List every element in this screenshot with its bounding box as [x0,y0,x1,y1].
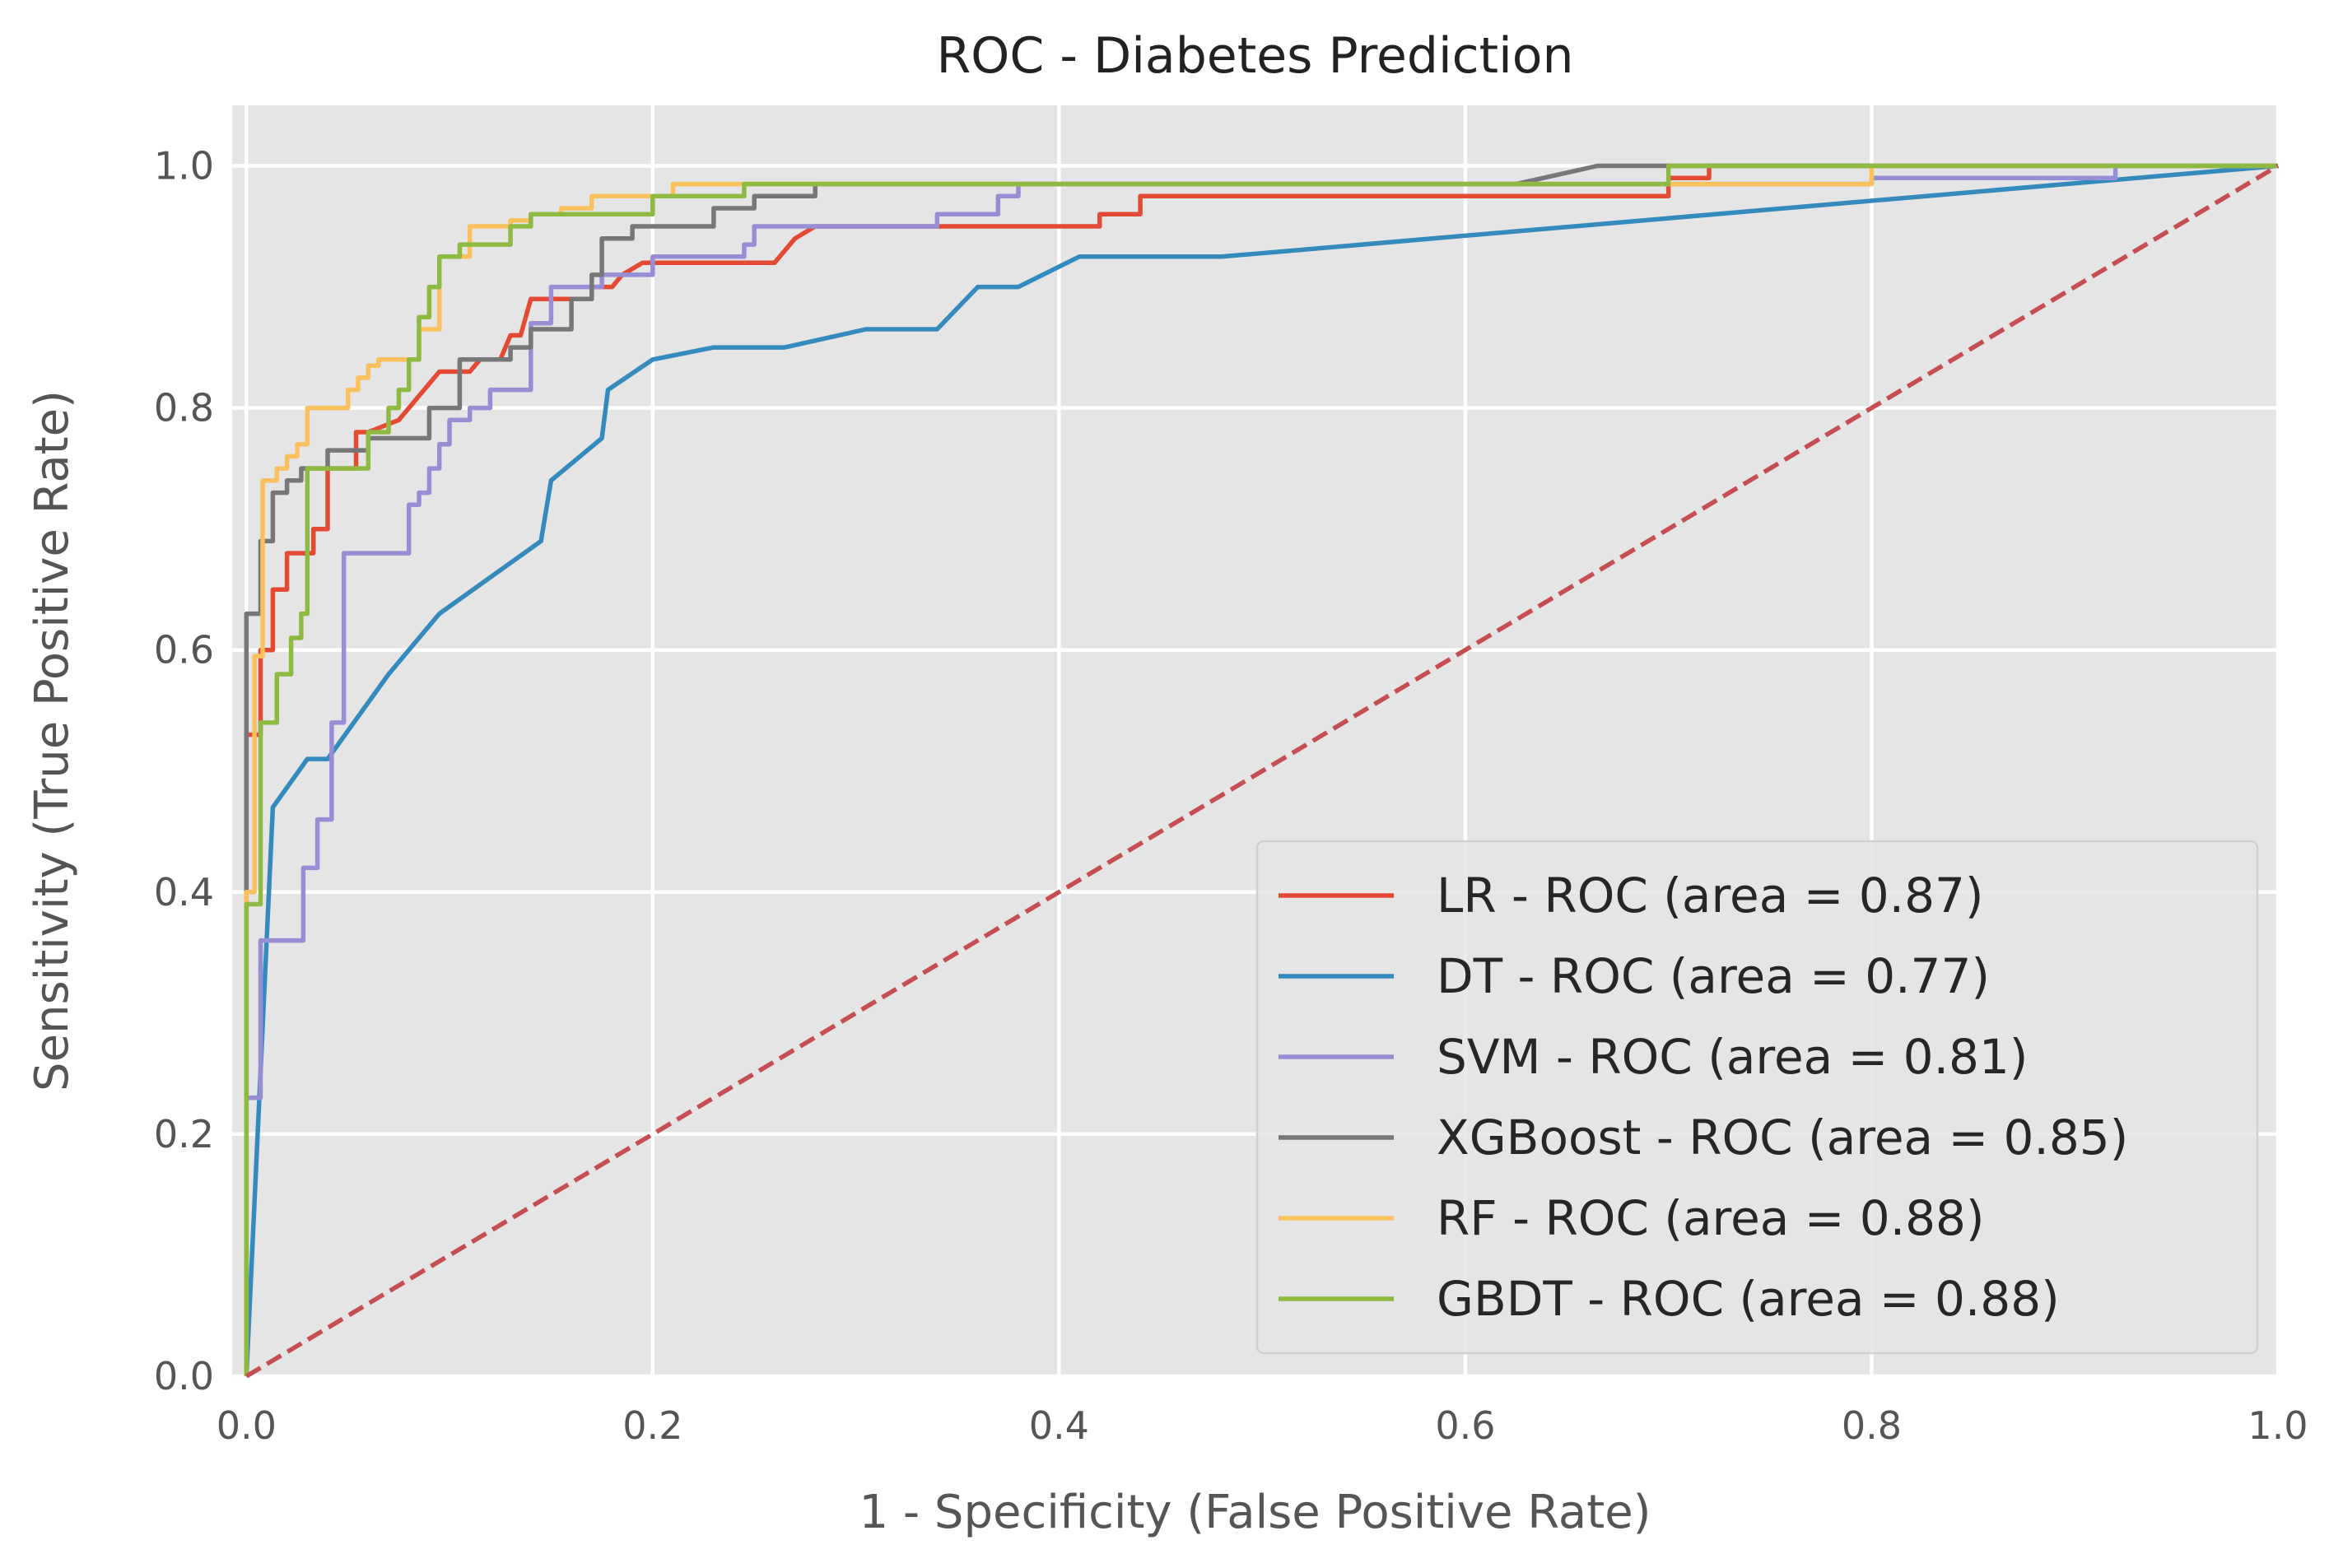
legend-entry: DT - ROC (area = 0.77) [1437,948,1990,1004]
chance-diagonal-line [245,164,2280,1379]
x-tick-label: 0.2 [622,1403,682,1448]
y-tick-label: 0.4 [154,870,214,914]
legend-box [1255,840,2259,1355]
x-tick-label: 1.0 [2248,1403,2308,1448]
series-line-2 [244,163,2278,1376]
series-line-1 [244,163,2279,1377]
series-layer [244,163,2280,1379]
x-axis-label: 1 - Specificity (False Positive Rate) [859,1486,1651,1539]
legend-entry: GBDT - ROC (area = 0.88) [1437,1271,2060,1327]
x-tick-label: 0.6 [1435,1403,1495,1448]
y-tick-label: 0.0 [154,1354,214,1398]
legend-entry: RF - ROC (area = 0.88) [1437,1190,1985,1246]
legend-entry: LR - ROC (area = 0.87) [1437,868,1984,924]
y-axis-label: Sensitivity (True Positive Rate) [26,390,79,1091]
y-tick-label: 0.2 [154,1112,214,1156]
ticks: 0.0 0.2 0.4 0.6 0.8 1.0 0.0 0.2 0.4 0.6 0.8 1.0 [154,144,2308,1448]
series-line-3 [244,163,2278,1376]
series-line-4 [244,163,2278,1376]
y-tick-label: 0.6 [154,628,214,672]
chart-title: ROC - Diabetes Prediction [936,27,1573,85]
series-line-5 [244,163,2278,1376]
y-tick-label: 0.8 [154,386,214,430]
grid [232,105,2280,1379]
x-tick-label: 0.4 [1029,1403,1089,1448]
y-tick-label: 1.0 [154,144,214,188]
legend: LR - ROC (area = 0.87) DT - ROC (area = 0… [1255,840,2259,1355]
legend-entry: XGBoost - ROC (area = 0.85) [1437,1110,2128,1166]
x-tick-label: 0.8 [1842,1403,1902,1448]
x-tick-label: 0.0 [217,1403,277,1448]
legend-entry: SVM - ROC (area = 0.81) [1437,1029,2028,1085]
